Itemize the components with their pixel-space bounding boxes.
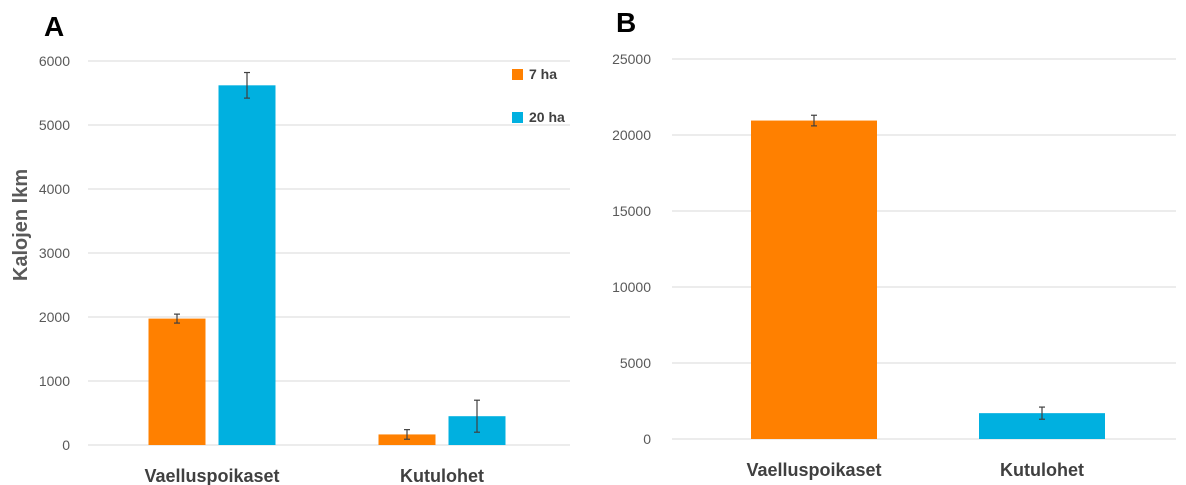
- bar-a-7ha-vaelluspoikaset: [148, 318, 206, 445]
- error-bar-b: [1039, 406, 1045, 420]
- panel-label-a: A: [44, 11, 64, 42]
- y-tick-label-a: 4000: [39, 181, 70, 197]
- y-tick-label-a: 5000: [39, 117, 70, 133]
- x-category-label-a: Kutulohet: [400, 466, 484, 485]
- y-tick-label-a: 6000: [39, 53, 70, 69]
- bar-a-20ha-vaelluspoikaset: [218, 85, 276, 445]
- x-category-label-a: Vaelluspoikaset: [144, 466, 279, 485]
- y-tick-label-b: 15000: [612, 203, 651, 219]
- bar-b-vaelluspoikaset: [751, 120, 877, 439]
- chart-panel-a: 0 1000 2000 3000 4000 5000 6000 Vaelluspoikaset…: [39, 53, 570, 485]
- legend-swatch-7ha: [512, 69, 523, 80]
- error-bar-a: [244, 71, 250, 99]
- y-tick-label-a: 3000: [39, 245, 70, 261]
- y-tick-label-b: 20000: [612, 127, 651, 143]
- y-tick-label-a: 0: [62, 437, 70, 453]
- error-bar-a: [174, 313, 180, 324]
- y-tick-label-b: 0: [643, 431, 651, 447]
- legend-label-7ha: 7 ha: [529, 66, 557, 82]
- y-tick-label-a: 2000: [39, 309, 70, 325]
- y-tick-label-b: 5000: [620, 355, 651, 371]
- x-category-label-b: Kutulohet: [1000, 460, 1084, 480]
- error-bar-a: [404, 429, 410, 440]
- legend-swatch-20ha: [512, 112, 523, 123]
- y-tick-label-b: 25000: [612, 51, 651, 67]
- panel-label-b: B: [616, 7, 636, 38]
- y-tick-label-a: 1000: [39, 373, 70, 389]
- y-axis-label-a: Kalojen lkm: [10, 169, 32, 281]
- error-bar-b: [811, 114, 817, 127]
- chart-panel-b: 0 5000 10000 15000 20000 25000 Vaelluspoikaset…: [612, 51, 1176, 480]
- legend-label-20ha: 20 ha: [529, 109, 565, 125]
- error-bar-a: [474, 399, 480, 433]
- legend-a: 7 ha 20 ha: [512, 66, 565, 125]
- y-tick-label-b: 10000: [612, 279, 651, 295]
- x-category-label-b: Vaelluspoikaset: [746, 460, 881, 480]
